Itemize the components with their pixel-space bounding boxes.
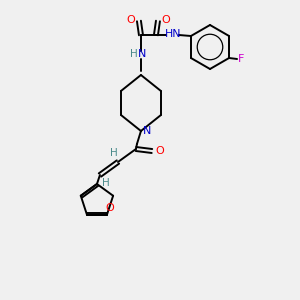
Text: O: O bbox=[106, 203, 114, 213]
Text: HN: HN bbox=[165, 29, 181, 39]
Text: F: F bbox=[238, 54, 244, 64]
Text: O: O bbox=[127, 15, 135, 25]
Text: N: N bbox=[143, 126, 151, 136]
Text: O: O bbox=[162, 15, 170, 25]
Text: H: H bbox=[110, 148, 118, 158]
Text: H: H bbox=[130, 49, 138, 59]
Text: H: H bbox=[102, 178, 110, 188]
Text: O: O bbox=[156, 146, 164, 156]
Text: N: N bbox=[138, 49, 146, 59]
